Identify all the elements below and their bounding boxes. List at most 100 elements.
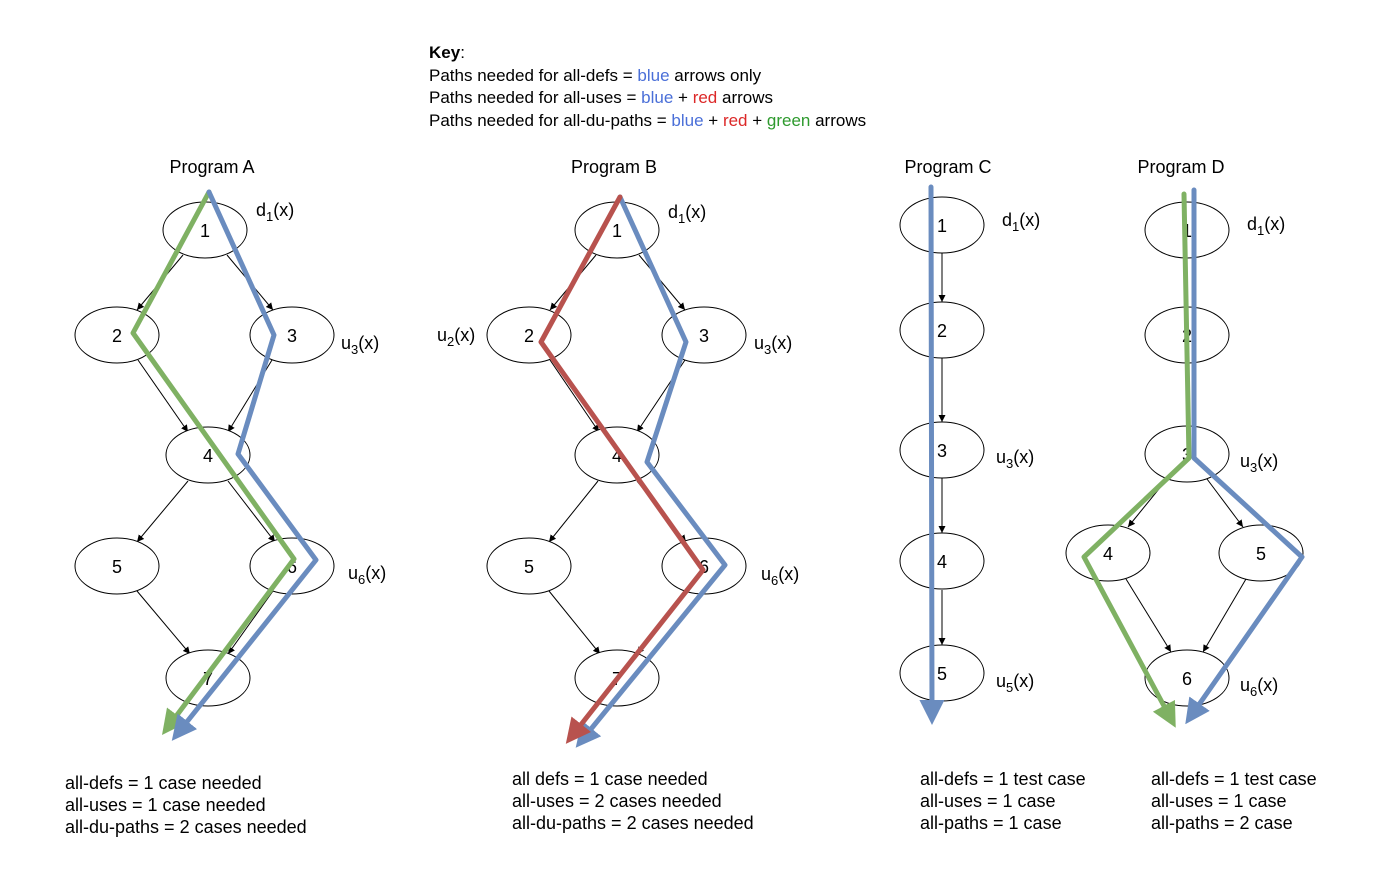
key-line-text: arrows — [810, 110, 867, 130]
red-path — [538, 194, 706, 744]
use-annotation: u6(x) — [761, 564, 799, 588]
node-label: 5 — [1256, 544, 1266, 564]
summary-line: all-uses = 1 case needed — [65, 795, 266, 815]
node-ellipse — [486, 537, 572, 595]
node: 1 — [899, 196, 985, 254]
use-annotation: u3(x) — [996, 447, 1034, 471]
summary-line: all-du-paths = 2 cases needed — [512, 813, 754, 833]
summary-line: all-defs = 1 test case — [1151, 769, 1317, 789]
key-line-text: arrows — [717, 88, 773, 107]
key-line-text: + — [673, 88, 693, 107]
node-label: 4 — [203, 446, 213, 466]
program-d-summary: all-defs = 1 test case all-uses = 1 case… — [1151, 768, 1317, 834]
edge-5-7 — [136, 590, 191, 655]
node-label: 1 — [937, 216, 947, 236]
use-annotation: u5(x) — [996, 671, 1034, 695]
def-annotation: d1(x) — [668, 202, 706, 226]
node-label: 4 — [937, 552, 947, 572]
def-annotation: d1(x) — [256, 200, 294, 224]
program-a: Program A 1 2 3 4 5 6 7 d1(x) u3(x) u6(x… — [74, 157, 386, 741]
program-c: Program C 1 2 3 4 5 d1(x) u3(x) u5(x) — [899, 157, 1040, 725]
edge-1-3 — [638, 254, 686, 311]
key-line-text: Paths needed for all-du-paths = — [429, 110, 672, 130]
node: 5 — [74, 537, 160, 595]
edge-4-6 — [227, 480, 276, 543]
summary-line: all-uses = 1 case — [1151, 791, 1287, 811]
node: 2 — [486, 306, 572, 364]
edge-4-5 — [548, 480, 599, 543]
summary-line: all-du-paths = 2 cases needed — [65, 817, 307, 837]
key-line-text: arrows only — [669, 65, 762, 85]
key-line-text: + — [703, 110, 723, 130]
node-ellipse — [899, 421, 985, 479]
node-ellipse — [899, 301, 985, 359]
key-word-red: red — [692, 88, 718, 107]
node: 4 — [899, 532, 985, 590]
node: 7 — [165, 649, 251, 707]
blue-path — [919, 184, 945, 725]
key-word-green: green — [766, 110, 811, 130]
node: 5 — [486, 537, 572, 595]
key-word-blue: blue — [671, 110, 704, 130]
node: 6 — [661, 537, 747, 595]
key-word-blue: blue — [637, 65, 670, 85]
edge-4-5 — [136, 480, 189, 543]
node: 4 — [574, 426, 660, 484]
summary-line: all-defs = 1 test case — [920, 769, 1086, 789]
node-label: 5 — [524, 557, 534, 577]
key-title-colon: : — [460, 43, 465, 62]
node-ellipse — [74, 537, 160, 595]
use-annotation: u6(x) — [348, 563, 386, 587]
node: 5 — [899, 644, 985, 702]
node-label: 2 — [112, 326, 122, 346]
node: 3 — [899, 421, 985, 479]
program-b-summary: all defs = 1 case needed all-uses = 2 ca… — [512, 768, 754, 834]
node-label: 5 — [112, 557, 122, 577]
program-a-title: Program A — [169, 157, 254, 177]
edge-6-7 — [227, 590, 274, 655]
node-ellipse — [574, 426, 660, 484]
node-ellipse — [899, 532, 985, 590]
node-label: 4 — [612, 446, 622, 466]
node-ellipse — [899, 196, 985, 254]
node-label: 3 — [287, 326, 297, 346]
node-label: 1 — [612, 221, 622, 241]
key-line-all-du-paths: Paths needed for all-du-paths = blue + r… — [429, 110, 866, 133]
key-word-red: red — [722, 110, 748, 130]
node-label: 4 — [1103, 544, 1113, 564]
node-label: 5 — [937, 664, 947, 684]
key-line-text: + — [747, 110, 767, 130]
node-label: 7 — [203, 669, 213, 689]
program-b-title: Program B — [571, 157, 657, 177]
program-d-title: Program D — [1137, 157, 1224, 177]
use-annotation: u3(x) — [1240, 451, 1278, 475]
def-annotation: d1(x) — [1002, 210, 1040, 234]
summary-line: all-defs = 1 case needed — [65, 773, 262, 793]
use-annotation: u6(x) — [1240, 675, 1278, 699]
program-c-title: Program C — [904, 157, 991, 177]
blue-path — [171, 189, 319, 741]
node-label: 6 — [287, 557, 297, 577]
summary-line: all-paths = 2 case — [1151, 813, 1293, 833]
program-c-summary: all-defs = 1 test case all-uses = 1 case… — [920, 768, 1086, 834]
key-legend: Key: Paths needed for all-defs = blue ar… — [429, 42, 866, 132]
node-label: 2 — [524, 326, 534, 346]
program-d: Program D 1 2 3 4 5 6 d1(x) u3(x) u6(x) — [1065, 157, 1305, 728]
node-label: 3 — [699, 326, 709, 346]
edge-2-4 — [549, 359, 600, 433]
key-title: Key — [429, 43, 461, 62]
key-title-line: Key: — [429, 42, 866, 65]
edge-4-6 — [1125, 578, 1172, 653]
use-annotation: u3(x) — [754, 333, 792, 357]
node-label: 1 — [200, 221, 210, 241]
green-path — [130, 189, 297, 735]
node: 6 — [249, 537, 335, 595]
edge-3-5 — [1206, 478, 1244, 528]
summary-line: all defs = 1 case needed — [512, 769, 708, 789]
program-a-summary: all-defs = 1 case needed all-uses = 1 ca… — [65, 772, 307, 838]
summary-line: all-paths = 1 case — [920, 813, 1062, 833]
def-annotation: d1(x) — [1247, 214, 1285, 238]
node-ellipse — [165, 649, 251, 707]
node-label: 6 — [1182, 669, 1192, 689]
use-annotation: u3(x) — [341, 333, 379, 357]
